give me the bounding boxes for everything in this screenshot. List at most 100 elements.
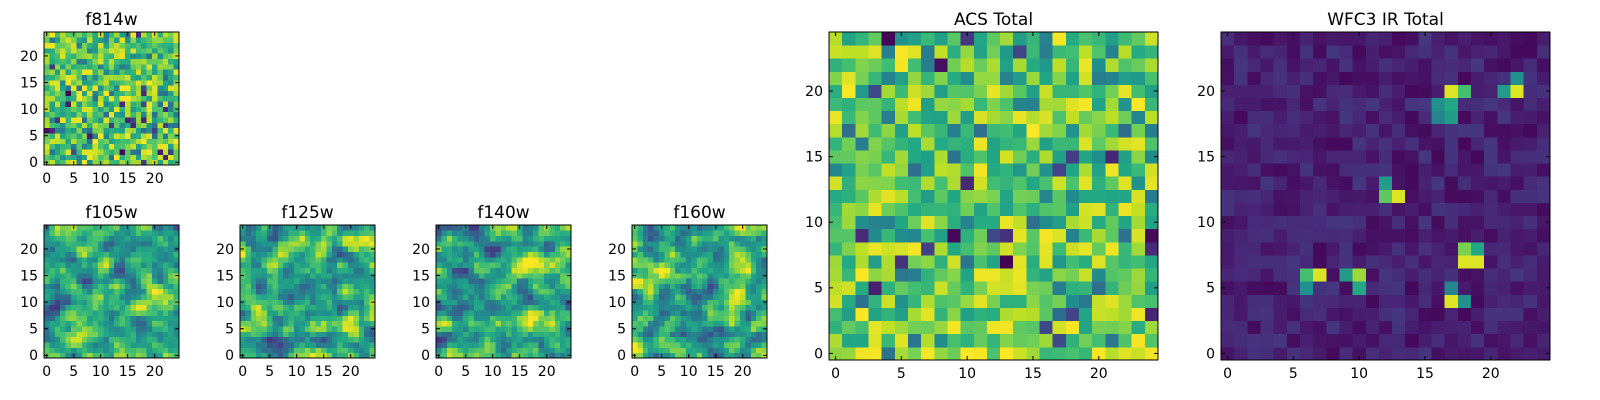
heatmap-cell	[1234, 71, 1248, 85]
heatmap-cell	[135, 288, 142, 295]
heatmap-cell	[267, 283, 273, 290]
heatmap-cell	[842, 110, 856, 125]
heatmap-cell	[829, 281, 843, 295]
heatmap-cell	[756, 272, 762, 279]
heatmap-cell	[1326, 45, 1340, 59]
heatmap-cell	[1510, 241, 1525, 256]
heatmap-cell	[141, 310, 147, 316]
heatmap-cell	[146, 101, 153, 107]
heatmap-cell	[326, 304, 333, 311]
heatmap-cell	[98, 85, 104, 91]
heatmap-cell	[157, 95, 164, 102]
heatmap-cell	[98, 251, 104, 258]
heatmap-cell	[934, 202, 948, 217]
heatmap-cell	[1260, 255, 1275, 269]
heatmap-cell	[315, 267, 322, 274]
heatmap-cell	[829, 58, 843, 72]
heatmap-cell	[1444, 215, 1459, 230]
heatmap-cell	[162, 251, 169, 258]
heatmap-cell	[659, 320, 665, 327]
heatmap-cell	[973, 58, 988, 72]
heatmap-cell	[1234, 110, 1248, 125]
heatmap-cell	[1471, 320, 1485, 335]
heatmap-cell	[1260, 84, 1275, 98]
heatmap-cell	[441, 283, 448, 290]
heatmap-cell	[114, 251, 120, 258]
heatmap-cell	[310, 299, 316, 306]
heatmap-cell	[54, 32, 61, 38]
heatmap-cell	[331, 230, 338, 237]
heatmap-cell	[267, 331, 273, 338]
heatmap-cell	[632, 304, 638, 311]
heatmap-cell	[168, 267, 174, 274]
heatmap-cell	[310, 315, 316, 322]
heatmap-cell	[130, 42, 137, 49]
heatmap-cell	[162, 37, 169, 44]
heatmap-cell	[637, 235, 644, 242]
heatmap-cell	[1536, 97, 1551, 112]
heatmap-cell	[1392, 320, 1406, 335]
heatmap-cell	[168, 133, 174, 139]
heatmap-cell	[44, 347, 50, 354]
heatmap-cell	[707, 262, 714, 268]
heatmap-cell	[288, 347, 295, 354]
heatmap-cell	[468, 347, 475, 354]
heatmap-cell	[44, 235, 50, 242]
x-tick-label: 0	[434, 364, 443, 380]
heatmap-cell	[1444, 281, 1459, 295]
heatmap-cell	[565, 320, 572, 327]
heatmap-cell	[353, 294, 360, 300]
heatmap-cell	[648, 262, 654, 268]
heatmap-cell	[842, 307, 856, 322]
heatmap-cell	[49, 117, 56, 123]
heatmap-cell	[168, 74, 174, 81]
heatmap-cell	[756, 331, 762, 338]
heatmap-cell	[1221, 45, 1235, 59]
y-tick-label: 5	[617, 322, 626, 338]
heatmap-cell	[1247, 45, 1261, 59]
heatmap-cell	[119, 326, 126, 332]
heatmap-cell	[1247, 268, 1261, 282]
heatmap-cell	[1273, 255, 1288, 269]
heatmap-cell	[141, 69, 147, 75]
heatmap-cell	[517, 294, 523, 300]
heatmap-cell	[538, 315, 545, 322]
heatmap-cell	[463, 283, 469, 290]
heatmap-cell	[842, 189, 856, 203]
heatmap-cell	[87, 133, 93, 139]
heatmap-cell	[1221, 255, 1235, 269]
heatmap-cell	[511, 347, 518, 354]
heatmap-cell	[729, 352, 735, 359]
heatmap-cell	[168, 69, 174, 75]
heatmap-cell	[522, 352, 529, 359]
heatmap-cell	[907, 346, 922, 361]
x-tick-label: 5	[461, 364, 470, 380]
heatmap-cell	[277, 342, 284, 348]
heatmap-cell	[707, 331, 714, 338]
heatmap-cell	[669, 230, 676, 237]
heatmap-cell	[538, 299, 545, 306]
heatmap-cell	[691, 283, 698, 290]
heatmap-cell	[358, 347, 365, 354]
heatmap-cell	[1378, 333, 1393, 348]
heatmap-cell	[696, 240, 703, 247]
heatmap-cell	[868, 241, 883, 256]
heatmap-cell	[1457, 268, 1472, 282]
heatmap-cell	[1365, 333, 1380, 348]
heatmap-cell	[1326, 228, 1340, 243]
heatmap-cell	[1052, 215, 1067, 230]
heatmap-cell	[691, 352, 698, 359]
heatmap-cell	[686, 267, 692, 274]
x-tick-label: 5	[69, 364, 78, 380]
heatmap-cell	[921, 346, 935, 361]
heatmap-cell	[135, 342, 142, 348]
heatmap-cell	[960, 281, 975, 295]
heatmap-cell	[1247, 123, 1261, 138]
heatmap-cell	[973, 32, 988, 46]
heatmap-cell	[463, 315, 469, 322]
heatmap-cell	[1523, 320, 1538, 335]
heatmap-cell	[114, 85, 120, 91]
heatmap-cell	[1457, 294, 1472, 308]
heatmap-cell	[168, 127, 174, 134]
heatmap-cell	[960, 45, 975, 59]
